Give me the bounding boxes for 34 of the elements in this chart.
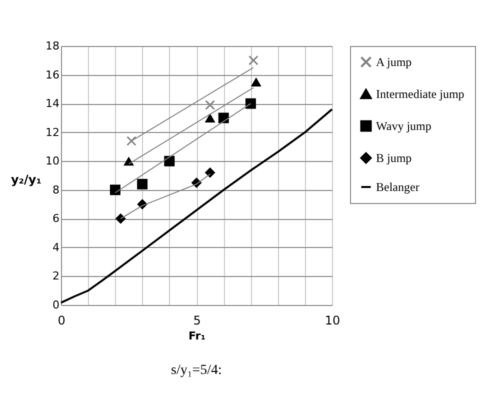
line-series [60, 108, 333, 304]
y-tick-label: 16 [46, 68, 60, 82]
legend-label: A jump [376, 55, 412, 69]
x-tick-label: 5 [193, 314, 201, 328]
legend-label: Belanger [376, 180, 420, 194]
y-tick-label: 18 [46, 40, 60, 52]
legend-label: Wavy jump [376, 119, 432, 133]
text: s/y₁=5/4: [171, 363, 222, 378]
point [245, 98, 256, 109]
y-tick-label: 10 [46, 154, 60, 168]
point [218, 112, 229, 124]
y-tick-label: 6 [52, 212, 60, 226]
point [115, 213, 126, 224]
x-tick-label: 10 [324, 314, 340, 328]
point [126, 136, 136, 146]
point [164, 156, 175, 166]
point [110, 184, 120, 196]
y-axis-title: y₂/y₁ [10, 172, 42, 186]
point [248, 55, 258, 66]
legend-label: B jump [376, 151, 412, 165]
y-tick-label: 8 [52, 183, 60, 196]
y-tick-label: 2 [52, 270, 60, 283]
point [204, 113, 216, 122]
y-tick-label: 14 [46, 97, 60, 110]
legend-label: Intermediate jump [376, 87, 464, 101]
y-tick-label: 12 [46, 126, 60, 139]
point [205, 100, 215, 110]
y-tick-label: 4 [52, 240, 60, 254]
point [250, 77, 262, 87]
point [124, 156, 134, 166]
y-tick-label: 0 [52, 298, 60, 312]
point [137, 178, 148, 190]
x-axis-title: Fr₁ [188, 330, 206, 342]
point [204, 167, 216, 178]
